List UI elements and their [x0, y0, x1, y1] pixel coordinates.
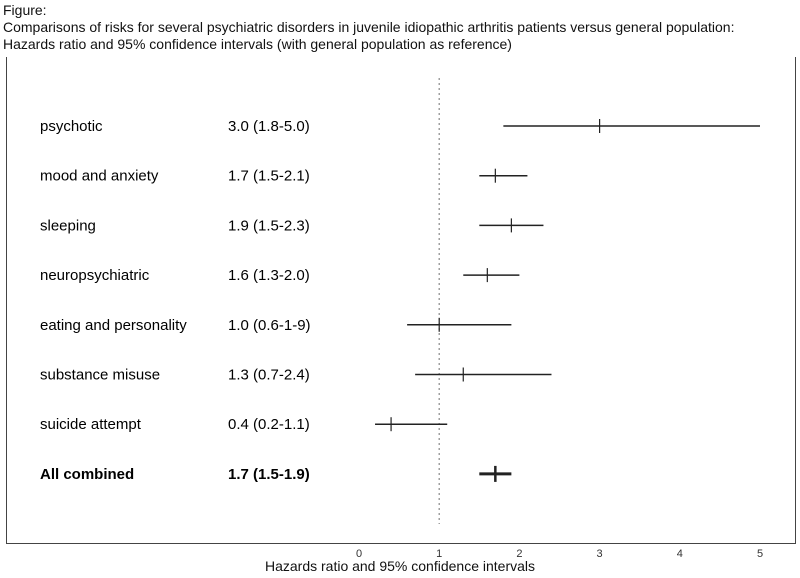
caption-line-3: Hazards ratio and 95% confidence interva… — [3, 36, 512, 52]
x-tick-label: 4 — [677, 548, 683, 560]
row-label: mood and anxiety — [40, 168, 159, 185]
x-tick-label: 5 — [757, 548, 763, 560]
x-tick-label: 2 — [516, 548, 522, 560]
row-ci-text: 3.0 (1.8-5.0) — [228, 118, 310, 135]
row-label: eating and personality — [40, 317, 187, 334]
x-tick-label: 3 — [597, 548, 603, 560]
x-axis-label: Hazards ratio and 95% confidence interva… — [264, 558, 536, 574]
row-ci-text: 1.9 (1.5-2.3) — [228, 217, 310, 234]
row-label: neuropsychiatric — [40, 267, 150, 284]
row-label: psychotic — [40, 118, 103, 135]
row-ci-text: 1.7 (1.5-2.1) — [228, 168, 310, 185]
row-ci-text: 0.4 (0.2-1.1) — [228, 416, 310, 433]
row-label: substance misuse — [40, 367, 160, 384]
plot-frame — [6, 57, 796, 544]
caption-line-1: Figure: — [3, 2, 47, 18]
row-ci-text: 1.6 (1.3-2.0) — [228, 267, 310, 284]
row-ci-text: 1.3 (0.7-2.4) — [228, 367, 310, 384]
row-ci-text: 1.0 (0.6-1-9) — [228, 317, 311, 334]
row-label: suicide attempt — [40, 416, 142, 433]
row-label: sleeping — [40, 217, 96, 234]
caption-line-2: Comparisons of risks for several psychia… — [3, 19, 735, 35]
row-ci-text: 1.7 (1.5-1.9) — [228, 466, 310, 483]
figure-caption: Figure: Comparisons of risks for several… — [3, 2, 734, 53]
x-tick-label: 1 — [436, 548, 442, 560]
x-tick-label: 0 — [356, 548, 362, 560]
row-label: All combined — [40, 466, 134, 483]
